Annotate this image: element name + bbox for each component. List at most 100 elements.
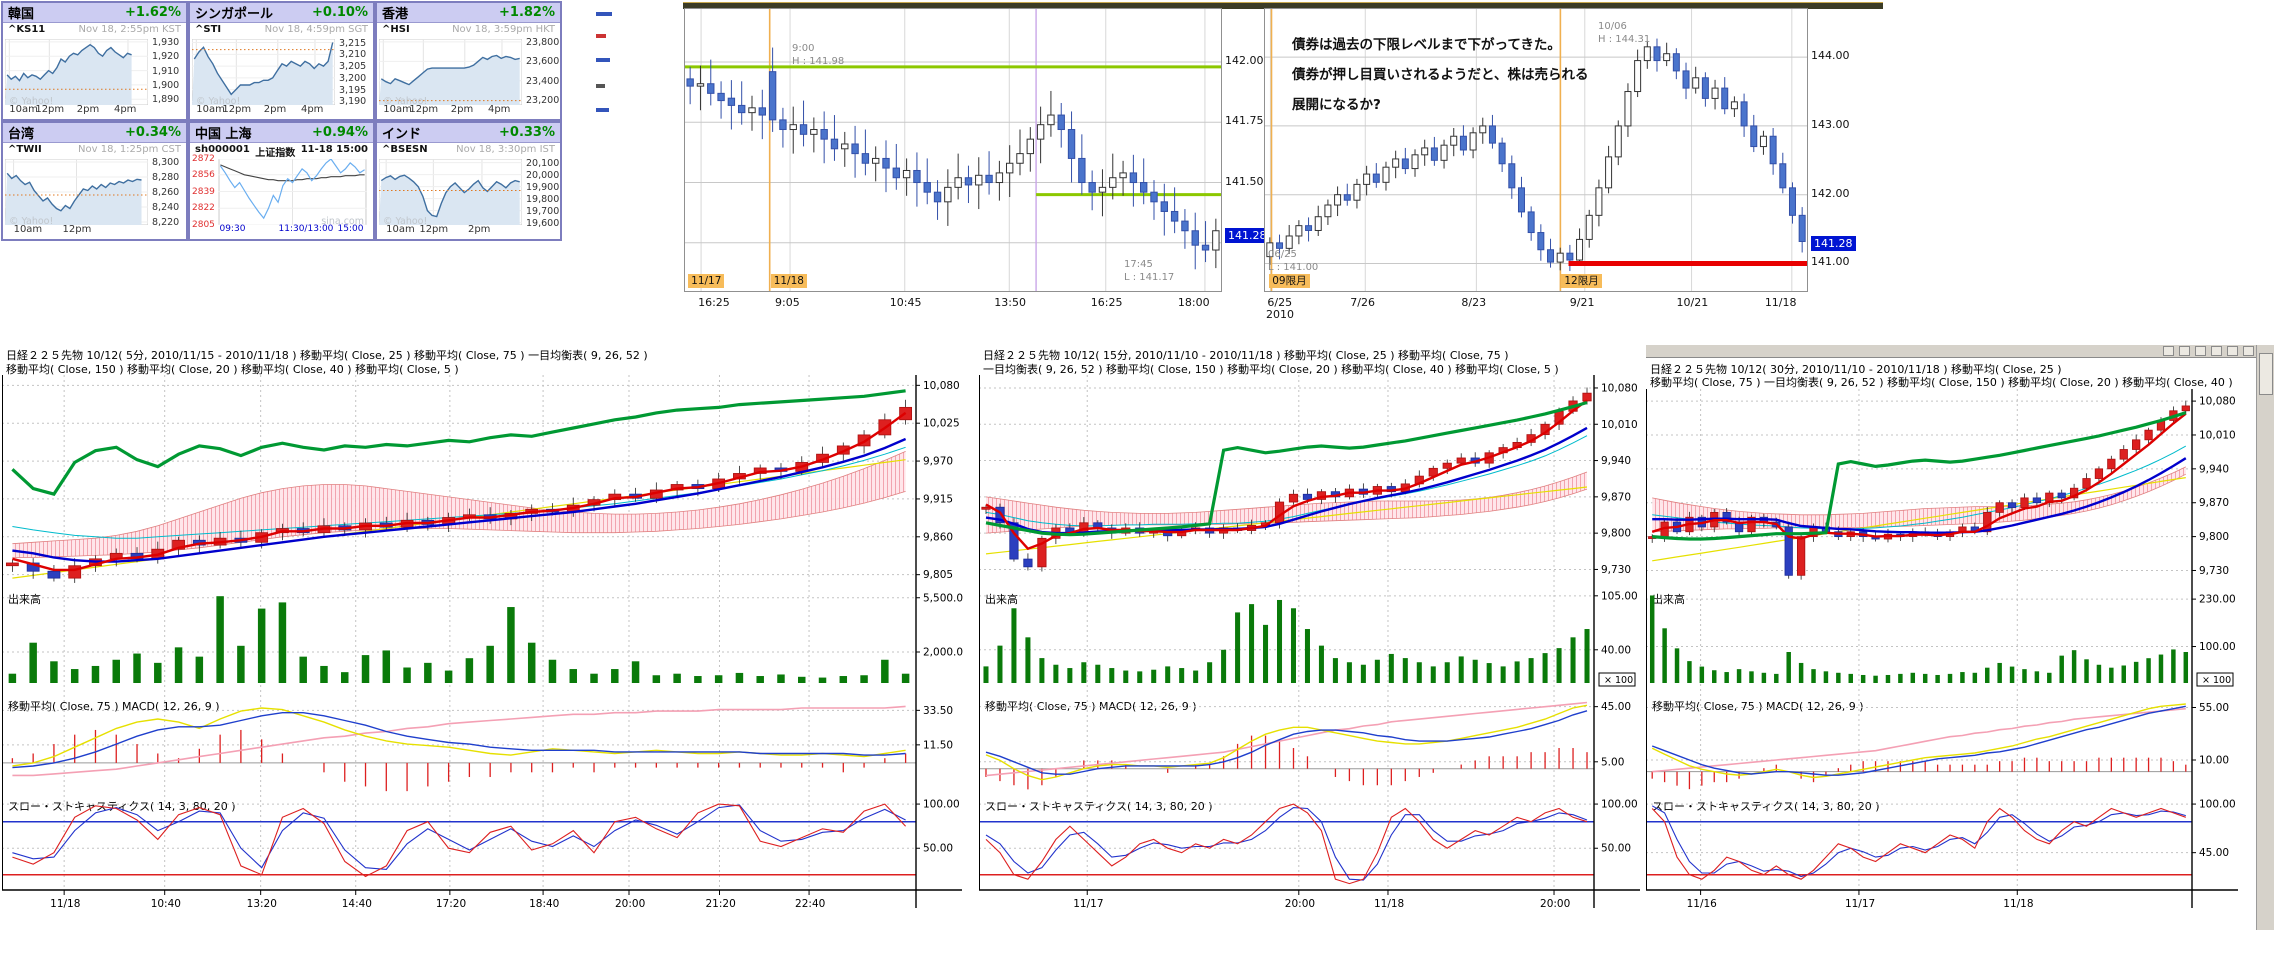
time-axis: 10am 12pm 2pm 4pm: [379, 104, 558, 118]
market-cell-^HSI: 香港 +1.82% ^HSI Nov 18, 3:59pm HKT © Yahoo! 23…: [375, 1, 562, 121]
market-cell-header: インド +0.33%: [377, 123, 560, 143]
svg-text:17:20: 17:20: [436, 898, 466, 910]
axis-label-x: 10am: [196, 104, 225, 115]
market-timestamp: 11-18 15:00: [300, 144, 368, 155]
market-sparkline: © Yahoo!: [378, 38, 523, 109]
link-fragment: [596, 58, 610, 62]
axis-label-x: 4pm: [113, 104, 137, 115]
axis-label-x: 09:30: [219, 224, 246, 234]
axis-label-y: 3,205: [339, 61, 367, 73]
sparkline-svg: [4, 38, 149, 106]
axis-label-y: 2856: [192, 169, 215, 180]
link-fragment: [596, 84, 605, 88]
time-axis-label: 9/21: [1569, 296, 1595, 309]
axis-label-x: 2pm: [76, 104, 100, 115]
axis-label-x: 12pm: [35, 104, 65, 115]
market-subheader: ^TWII Nov 18, 1:25pm CST: [3, 144, 186, 158]
toolbar-button[interactable]: [2211, 346, 2222, 356]
scrollbar-thumb[interactable]: [2259, 353, 2273, 395]
session-box: 09限月: [1269, 274, 1310, 288]
toolbar-button[interactable]: [2179, 346, 2190, 356]
market-cell-^TWII: 台湾 +0.34% ^TWII Nov 18, 1:25pm CST © Yahoo! 8…: [1, 121, 188, 241]
svg-text:9,940: 9,940: [1601, 455, 1631, 467]
axis-label-x: 11:30/13:00: [278, 224, 334, 234]
market-sparkline: © Yahoo!: [378, 158, 523, 229]
market-symbol: ^TWII: [8, 144, 42, 155]
axis-label-x: 10am: [386, 224, 415, 235]
svg-text:105.00: 105.00: [1601, 590, 1638, 602]
axis-label-y: 3,190: [339, 96, 367, 108]
market-timestamp: Nov 18, 3:30pm IST: [456, 144, 555, 155]
svg-text:9,970: 9,970: [923, 456, 953, 468]
svg-text:10,010: 10,010: [2199, 429, 2236, 441]
stochastics-panel-label: スロー・ストキャスティクス( 14, 3, 80, 20 ): [1652, 800, 1880, 813]
price-axis-label: 142.00: [1811, 186, 1850, 200]
market-title: 台湾: [8, 127, 35, 142]
svg-text:50.00: 50.00: [923, 843, 953, 855]
axis-label-y: 1,900: [152, 79, 180, 91]
price-axis-label: 141.50: [1225, 174, 1264, 188]
svg-text:× 100: × 100: [2202, 675, 2231, 686]
market-cell-header: 中国 上海 +0.94%: [190, 123, 373, 143]
last-price-box: 141.28: [1225, 227, 1270, 243]
toolbar-button[interactable]: [2163, 346, 2174, 356]
axis-label-y: 2872: [192, 154, 215, 164]
svg-text:10,080: 10,080: [923, 380, 960, 392]
market-subheader: ^KS11 Nov 18, 2:55pm KST: [3, 24, 186, 38]
watermark: sina.com: [321, 216, 364, 227]
svg-text:5,500.0: 5,500.0: [923, 592, 963, 604]
svg-text:11.50: 11.50: [923, 739, 953, 751]
toolbar-button[interactable]: [2227, 346, 2238, 356]
axis-label-x: 4pm: [300, 104, 324, 115]
svg-text:45.00: 45.00: [1601, 701, 1631, 713]
axis-label-y: 8,300: [152, 157, 180, 168]
svg-text:100.00: 100.00: [2199, 799, 2236, 811]
axis-label-y: 2839: [192, 186, 215, 197]
svg-text:9,870: 9,870: [1601, 491, 1631, 503]
time-axis-label: 16:25: [698, 296, 730, 309]
price-axis-label: 142.00: [1225, 54, 1264, 68]
watermark: © Yahoo!: [383, 96, 428, 107]
high-annotation: 9:00 H : 141.98: [792, 43, 845, 67]
svg-text:100.00: 100.00: [923, 799, 960, 811]
time-axis-label: 18:00: [1177, 296, 1210, 309]
sparkline-svg: [378, 158, 523, 226]
svg-text:10,080: 10,080: [1601, 382, 1638, 394]
price-axis-label: 143.00: [1811, 117, 1850, 131]
svg-text:11/17: 11/17: [1073, 898, 1103, 910]
low-annotation: 17:45 L : 141.17: [1124, 259, 1175, 283]
time-axis-label: 13:50: [994, 296, 1026, 309]
market-sparkline: © Yahoo!: [4, 38, 149, 109]
candle-plot: [1264, 8, 1808, 292]
axis-label-y: 3,200: [339, 72, 367, 84]
bond-futures-daily-chart: 144.00 143.00 142.00 141.00 141.28 10/06 H : 1…: [1264, 8, 1880, 338]
svg-text:20:00: 20:00: [615, 898, 645, 910]
axis-label-x: 12pm: [409, 104, 439, 115]
tech-chart-svg: 10,080 10,010 9,940 9,870 9,800 9,730 105.00 40…: [979, 375, 1640, 910]
toolbar-button[interactable]: [2195, 346, 2206, 356]
sparkline-svg: [4, 158, 149, 226]
svg-text:9,915: 9,915: [923, 493, 953, 505]
market-change-badge: +0.10%: [312, 5, 368, 20]
axis-label-x: 10am: [9, 104, 38, 115]
time-axis-label: 7/26: [1350, 296, 1375, 309]
market-sparkline: sina.com: [217, 158, 368, 229]
link-fragment: [596, 34, 606, 38]
svg-text:11/17: 11/17: [1845, 898, 1875, 910]
svg-text:5.00: 5.00: [1601, 756, 1624, 768]
time-axis-label: 16:25: [1090, 296, 1123, 309]
svg-text:10,025: 10,025: [923, 418, 960, 430]
market-cell-^BSESN: インド +0.33% ^BSESN Nov 18, 3:30pm IST © Yahoo…: [375, 121, 562, 241]
window-fragment-links: [594, 8, 624, 138]
market-sparkline: © Yahoo!: [191, 38, 336, 109]
toolbar-button[interactable]: [2243, 346, 2254, 356]
session-box: 11/17: [688, 274, 725, 288]
market-subheader: ^STI Nov 18, 4:59pm SGT: [190, 24, 373, 38]
axis-label-y: 19,800: [526, 193, 560, 205]
scrollbar[interactable]: [2256, 345, 2274, 930]
axis-label-y: 8,260: [152, 187, 180, 198]
candlestick-svg: [1265, 9, 1807, 291]
time-axis: 10am 12pm 2pm 4pm: [192, 104, 371, 118]
sparkline-svg: [217, 158, 368, 226]
